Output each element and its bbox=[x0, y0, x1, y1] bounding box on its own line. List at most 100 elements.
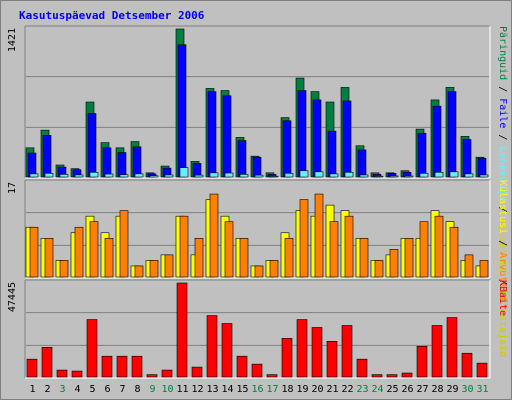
panel-0-legend: Päringuid / Faile / Lehekülgi / Külastus… bbox=[497, 26, 508, 357]
bar-pages bbox=[299, 170, 309, 178]
bar-hosts bbox=[299, 199, 309, 278]
bar-hosts bbox=[164, 254, 174, 278]
bar-pages bbox=[194, 174, 204, 178]
bar-kbytes bbox=[161, 369, 173, 378]
bar-pages bbox=[104, 173, 114, 178]
day-label: 7 bbox=[119, 384, 125, 395]
day-label: 24 bbox=[371, 384, 383, 395]
bar-kbytes bbox=[461, 352, 473, 378]
bar-pages bbox=[464, 173, 474, 178]
bar-hosts bbox=[404, 237, 414, 278]
bar-files bbox=[462, 139, 472, 178]
day-label: 23 bbox=[356, 384, 368, 395]
bar-kbytes bbox=[281, 338, 293, 378]
day-label: 9 bbox=[149, 384, 155, 395]
bar-kbytes bbox=[341, 325, 353, 378]
day-label: 13 bbox=[206, 384, 218, 395]
bar-hosts bbox=[74, 226, 84, 278]
bar-pages bbox=[314, 171, 324, 178]
bar-hosts bbox=[254, 265, 264, 278]
day-label: 16 bbox=[251, 384, 263, 395]
bar-kbytes bbox=[86, 319, 98, 378]
day-label: 2 bbox=[44, 384, 50, 395]
bar-files bbox=[357, 149, 367, 178]
bar-hosts bbox=[389, 249, 399, 278]
bar-pages bbox=[479, 174, 489, 178]
bar-files bbox=[42, 135, 52, 178]
day-label: 19 bbox=[296, 384, 308, 395]
bar-kbytes bbox=[191, 366, 203, 378]
legend-separator: / bbox=[497, 201, 508, 219]
bar-hosts bbox=[284, 237, 294, 278]
bar-pages bbox=[29, 173, 39, 178]
bar-files bbox=[327, 130, 337, 178]
legend-item: Arvuteid bbox=[497, 252, 508, 300]
day-label: 26 bbox=[401, 384, 413, 395]
day-label: 11 bbox=[176, 384, 188, 395]
day-label: 10 bbox=[161, 384, 173, 395]
bar-pages bbox=[344, 172, 354, 178]
legend-item: KBaite bbox=[497, 280, 508, 316]
bar-kbytes bbox=[221, 323, 233, 378]
bar-kbytes bbox=[386, 374, 398, 378]
bar-files bbox=[432, 105, 442, 178]
bar-pages bbox=[149, 175, 159, 178]
legend-item: Külastajaid bbox=[497, 291, 508, 357]
bar-files bbox=[132, 146, 142, 178]
bar-hosts bbox=[479, 260, 489, 278]
bar-hosts bbox=[179, 215, 189, 278]
day-label: 5 bbox=[89, 384, 95, 395]
bar-hosts bbox=[119, 210, 129, 278]
bar-kbytes bbox=[206, 315, 218, 378]
bar-kbytes bbox=[41, 346, 53, 378]
day-label: 25 bbox=[386, 384, 398, 395]
day-label: 30 bbox=[461, 384, 473, 395]
bar-pages bbox=[239, 174, 249, 178]
bar-pages bbox=[209, 172, 219, 178]
day-label: 27 bbox=[416, 384, 428, 395]
legend-item: Faile bbox=[497, 98, 508, 128]
bar-pages bbox=[74, 174, 84, 178]
bar-files bbox=[27, 152, 37, 178]
bar-hosts bbox=[29, 226, 39, 278]
bar-kbytes bbox=[131, 355, 143, 378]
bar-hosts bbox=[149, 260, 159, 278]
bar-kbytes bbox=[371, 374, 383, 378]
day-label: 4 bbox=[74, 384, 80, 395]
bar-pages bbox=[359, 174, 369, 178]
day-label: 29 bbox=[446, 384, 458, 395]
bar-kbytes bbox=[476, 362, 488, 378]
bar-pages bbox=[284, 173, 294, 178]
bar-kbytes bbox=[176, 282, 188, 378]
bar-hosts bbox=[89, 221, 99, 278]
bar-hosts bbox=[269, 260, 279, 278]
panel-1-legend: Külastusi / Arvuteid bbox=[497, 180, 508, 300]
bar-hosts bbox=[194, 237, 204, 278]
day-label: 12 bbox=[191, 384, 203, 395]
bar-pages bbox=[434, 172, 444, 178]
day-label: 6 bbox=[104, 384, 110, 395]
panel-2-ymax-label: 47445 bbox=[7, 282, 18, 312]
bar-files bbox=[342, 100, 352, 178]
bar-kbytes bbox=[266, 374, 278, 378]
bar-hosts bbox=[419, 221, 429, 278]
bar-files bbox=[297, 90, 307, 178]
bar-kbytes bbox=[326, 341, 338, 378]
bar-hosts bbox=[344, 215, 354, 278]
bar-files bbox=[417, 132, 427, 178]
bar-files bbox=[87, 113, 97, 178]
bar-kbytes bbox=[431, 325, 443, 378]
bar-kbytes bbox=[446, 317, 458, 378]
legend-item: Päringuid bbox=[497, 26, 508, 80]
bar-hosts bbox=[434, 215, 444, 278]
bar-kbytes bbox=[101, 355, 113, 378]
bar-kbytes bbox=[236, 355, 248, 378]
panel-1-ymax-label: 17 bbox=[7, 182, 18, 194]
bar-pages bbox=[269, 175, 279, 178]
chart-title: Kasutuspäevad Detsember 2006 bbox=[19, 9, 205, 22]
bar-pages bbox=[59, 174, 69, 178]
bar-files bbox=[207, 91, 217, 178]
bar-hosts bbox=[59, 260, 69, 278]
bar-files bbox=[477, 157, 487, 178]
bar-pages bbox=[404, 175, 414, 178]
